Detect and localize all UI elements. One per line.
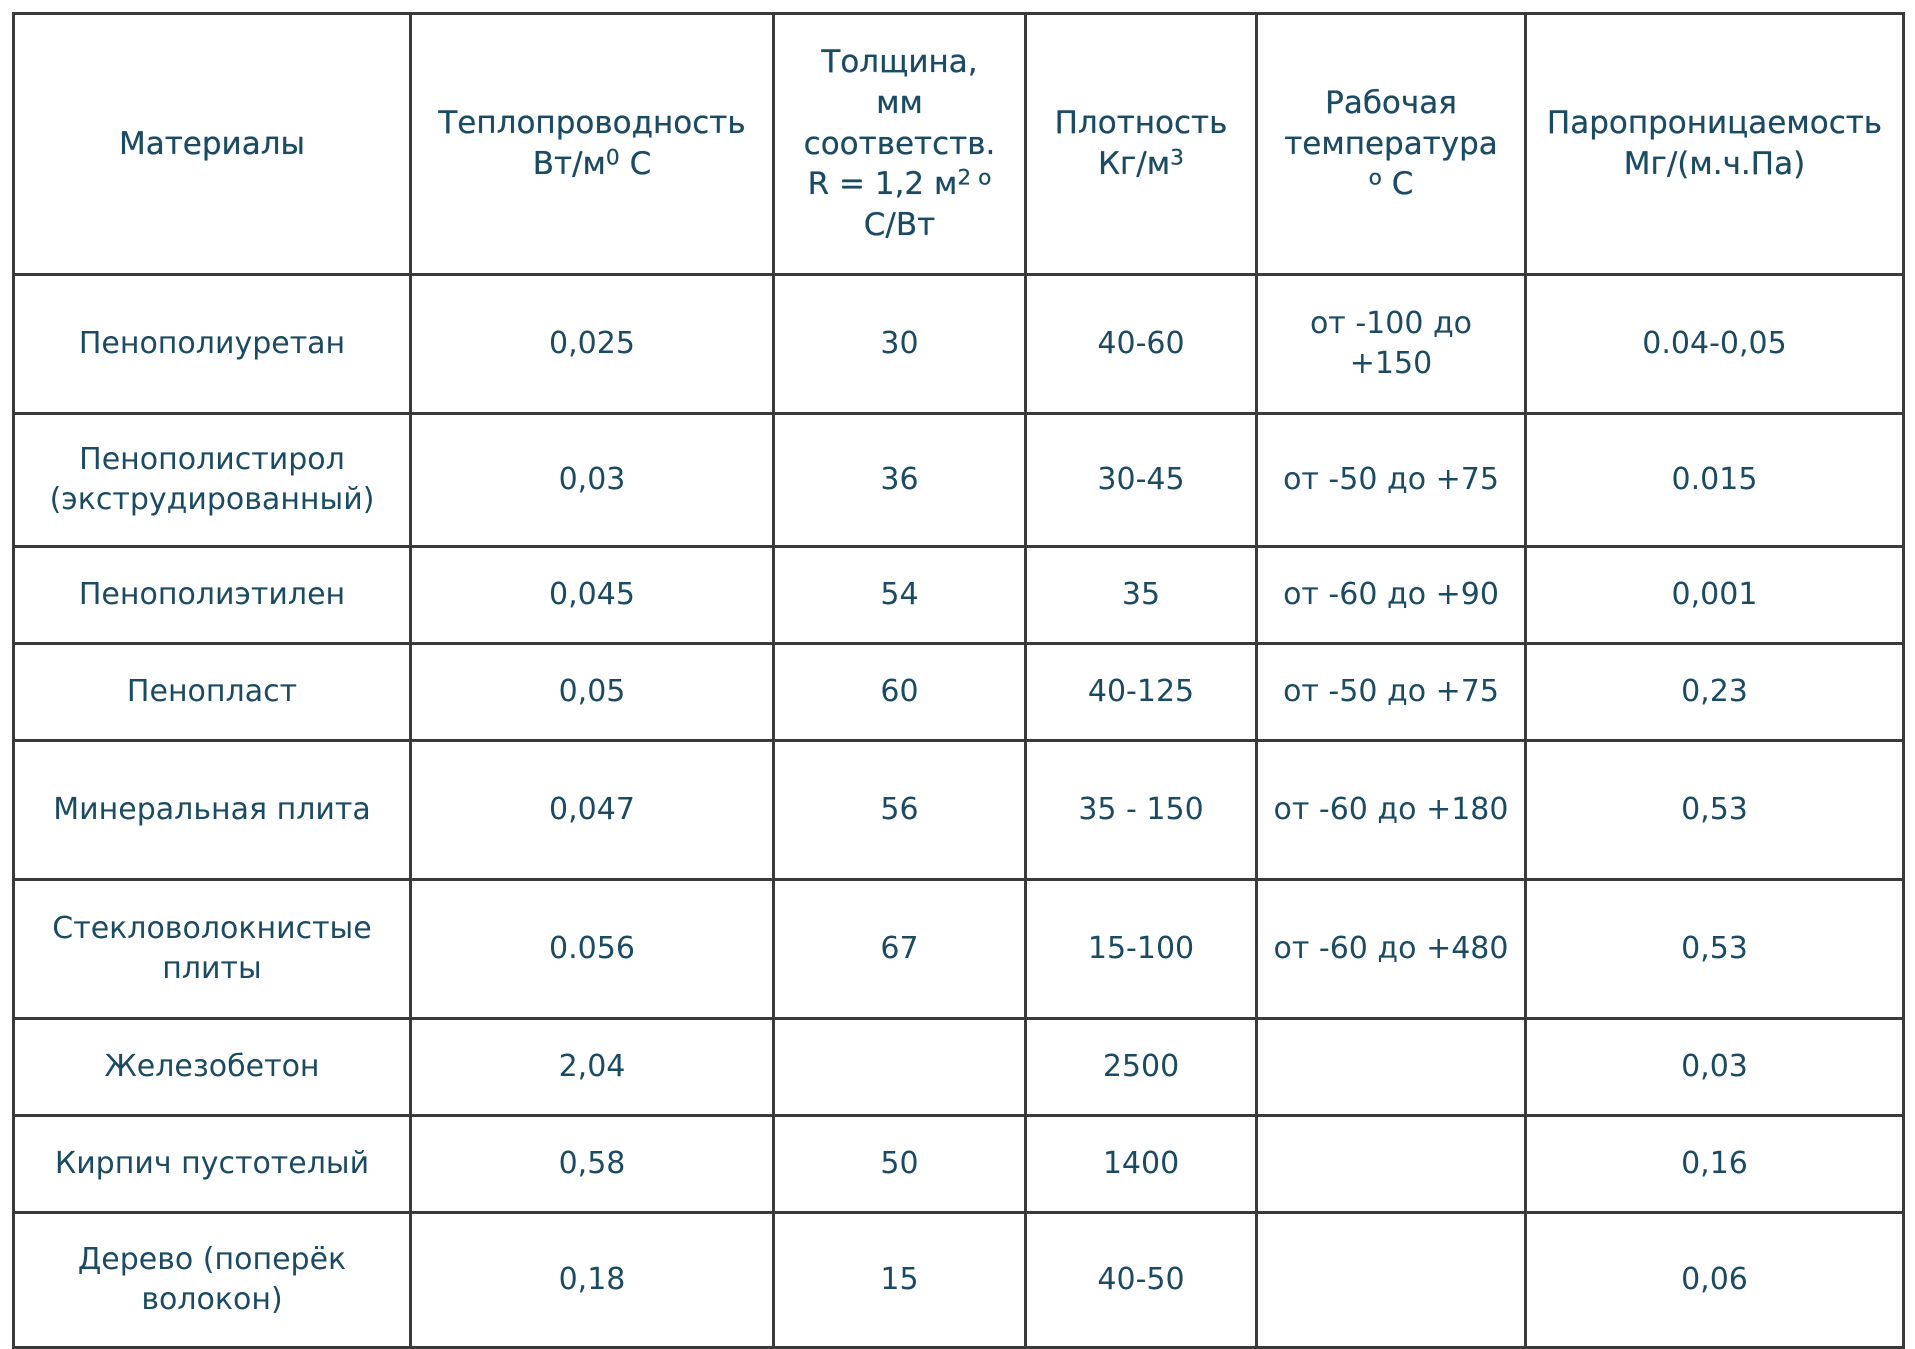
header-thickness-line2: мм [876,84,923,121]
vapor-cell: 0,001 [1524,545,1905,645]
thickness-cell: 60 [772,642,1027,742]
materials-table: Материалы Теплопроводность Вт/м0 С Толщи… [12,12,1905,1349]
conductivity-cell: 0,03 [409,412,775,548]
vapor-cell: 0.04-0,05 [1524,273,1905,415]
table-row: Кирпич пустотелый 0,58 50 1400 0,16 [12,1114,1905,1214]
density-cell: 2500 [1024,1017,1258,1117]
thickness-cell: 30 [772,273,1027,415]
vapor-cell: 0,53 [1524,739,1905,881]
material-cell: Пенополистирол (экструдированный) [12,412,412,548]
table-row: Пенополиэтилен 0,045 54 35 от -60 до +90… [12,545,1905,645]
header-row: Материалы Теплопроводность Вт/м0 С Толщи… [12,12,1905,276]
vapor-cell: 0,16 [1524,1114,1905,1214]
temperature-cell: от -60 до +90 [1255,545,1527,645]
header-vapor-unit: Мг/(м.ч.Па) [1623,146,1806,182]
header-thickness-line4: R = 1,2 м2 о [807,165,992,203]
table-row: Железобетон 2,04 2500 0,03 [12,1017,1905,1117]
density-cell: 30-45 [1024,412,1258,548]
table-row: Пенополистирол (экструдированный) 0,03 3… [12,412,1905,548]
table-row: Минеральная плита 0,047 56 35 - 150 от -… [12,739,1905,881]
header-conductivity-title: Теплопроводность [438,105,746,142]
header-thickness: Толщина, мм соответств. R = 1,2 м2 о С/В… [772,12,1027,276]
thickness-cell: 56 [772,739,1027,881]
density-cell: 1400 [1024,1114,1258,1214]
density-cell: 40-50 [1024,1211,1258,1349]
material-cell: Стекловолокнистые плиты [12,878,412,1020]
material-cell: Железобетон [12,1017,412,1117]
header-density-unit: Кг/м3 [1098,145,1184,182]
vapor-cell: 0,03 [1524,1017,1905,1117]
header-temperature-line1: Рабочая [1325,84,1457,121]
conductivity-cell: 0.056 [409,878,775,1020]
conductivity-cell: 0,18 [409,1211,775,1349]
header-materials: Материалы [12,12,412,276]
vapor-cell: 0,53 [1524,878,1905,1020]
density-cell: 40-60 [1024,273,1258,415]
material-cell: Кирпич пустотелый [12,1114,412,1214]
header-vapor-title: Паропроницаемость [1546,105,1883,142]
vapor-cell: 0,06 [1524,1211,1905,1349]
header-temperature-line2: температура [1284,125,1498,162]
conductivity-cell: 0,025 [409,273,775,415]
temperature-cell: от -50 до +75 [1255,412,1527,548]
conductivity-cell: 0,05 [409,642,775,742]
header-vapor: Паропроницаемость Мг/(м.ч.Па) [1524,12,1905,276]
conductivity-cell: 0,047 [409,739,775,881]
density-cell: 40-125 [1024,642,1258,742]
table-row: Пенополиуретан 0,025 30 40-60 от -100 до… [12,273,1905,415]
header-density: Плотность Кг/м3 [1024,12,1258,276]
temperature-cell: от -60 до +480 [1255,878,1527,1020]
header-density-title: Плотность [1054,105,1228,142]
header-thickness-line3: соответств. [803,125,996,162]
conductivity-cell: 0,58 [409,1114,775,1214]
vapor-cell: 0,23 [1524,642,1905,742]
temperature-cell [1255,1211,1527,1349]
header-conductivity-unit: Вт/м0 С [532,145,652,182]
material-cell: Пенопласт [12,642,412,742]
material-cell: Пенополиэтилен [12,545,412,645]
header-temperature-unit: о С [1368,165,1414,203]
thickness-cell: 50 [772,1114,1027,1214]
header-thickness-line1: Толщина, [821,43,978,80]
density-cell: 15-100 [1024,878,1258,1020]
vapor-cell: 0.015 [1524,412,1905,548]
density-cell: 35 - 150 [1024,739,1258,881]
material-cell: Минеральная плита [12,739,412,881]
thickness-cell [772,1017,1027,1117]
conductivity-cell: 2,04 [409,1017,775,1117]
header-thickness-line5: С/Вт [863,207,936,244]
conductivity-cell: 0,045 [409,545,775,645]
table-row: Стекловолокнистые плиты 0.056 67 15-100 … [12,878,1905,1020]
table-row: Дерево (поперёк волокон) 0,18 15 40-50 0… [12,1211,1905,1349]
thickness-cell: 36 [772,412,1027,548]
material-cell: Пенополиуретан [12,273,412,415]
temperature-cell: от -100 до +150 [1255,273,1527,415]
density-cell: 35 [1024,545,1258,645]
header-conductivity: Теплопроводность Вт/м0 С [409,12,775,276]
temperature-cell: от -50 до +75 [1255,642,1527,742]
temperature-cell [1255,1017,1527,1117]
temperature-cell: от -60 до +180 [1255,739,1527,881]
material-cell: Дерево (поперёк волокон) [12,1211,412,1349]
thickness-cell: 67 [772,878,1027,1020]
materials-table-container: Материалы Теплопроводность Вт/м0 С Толщи… [12,12,1905,1349]
temperature-cell [1255,1114,1527,1214]
table-row: Пенопласт 0,05 60 40-125 от -50 до +75 0… [12,642,1905,742]
thickness-cell: 54 [772,545,1027,645]
thickness-cell: 15 [772,1211,1027,1349]
header-temperature: Рабочая температура о С [1255,12,1527,276]
